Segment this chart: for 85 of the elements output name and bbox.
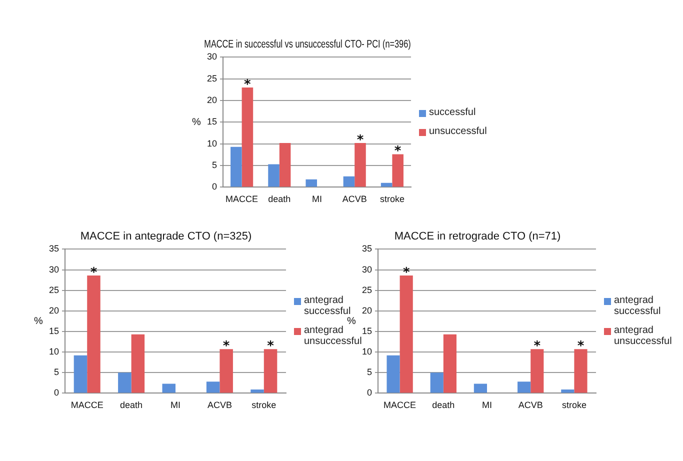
bar [386, 355, 400, 393]
y-axis-title: % [347, 316, 356, 327]
x-tick-label: MACCE [70, 400, 104, 410]
bar [574, 349, 588, 393]
y-tick-label: 25 [206, 73, 218, 84]
legend-label: successful [429, 107, 476, 118]
bar [392, 154, 404, 187]
y-tick-label: 10 [206, 138, 218, 148]
bar [220, 349, 233, 393]
y-tick-label: 10 [48, 346, 60, 357]
x-tick-label: MI [170, 400, 181, 410]
x-tick-label: ACVB [207, 400, 232, 410]
y-tick-label: 35 [362, 244, 372, 254]
bar [306, 179, 318, 187]
bar [354, 143, 366, 187]
x-tick-label: ACVB [518, 400, 543, 410]
y-tick-label: 5 [212, 160, 218, 170]
y-tick-label: 0 [54, 388, 60, 398]
y-tick-label: 30 [206, 52, 218, 62]
x-tick-label: stroke [380, 194, 404, 204]
y-tick-label: 5 [366, 367, 372, 378]
legend-label: antegrad successful [304, 295, 351, 317]
bar [343, 176, 355, 187]
legend-label: antegrad unsuccessful [614, 325, 673, 347]
y-tick-label: 35 [48, 244, 60, 254]
chart-title: MACCE in successful vs unsuccessful CTO- PCI (n=396) [204, 38, 411, 52]
bar [443, 334, 456, 393]
x-tick-label: MI [312, 194, 322, 204]
legend-label: antegrad unsuccessful [304, 325, 362, 347]
y-axis-title: % [34, 316, 43, 327]
annotation: * [90, 265, 98, 280]
bar [279, 143, 291, 187]
bar [118, 372, 132, 393]
bar [230, 146, 242, 187]
bar [474, 384, 488, 393]
x-tick-label: death [432, 400, 455, 410]
y-tick-label: 25 [48, 284, 60, 295]
y-tick-label: 15 [362, 326, 372, 336]
y-tick-label: 15 [48, 326, 60, 336]
y-tick-label: 30 [48, 264, 60, 274]
annotation: * [534, 339, 541, 354]
y-axis-title: % [192, 116, 201, 128]
bar [131, 334, 145, 393]
y-tick-label: 20 [362, 305, 372, 316]
y-tick-label: 30 [362, 264, 372, 274]
bar [87, 276, 100, 393]
bar [162, 384, 176, 393]
bar [264, 349, 278, 393]
x-tick-label: MACCE [384, 400, 416, 410]
x-tick-label: MACCE [226, 194, 258, 204]
y-tick-label: 15 [206, 116, 218, 127]
chart-title: MACCE in retrograde CTO (n=71) [394, 230, 561, 243]
chart-title: MACCE in antegrade CTO (n=325) [80, 230, 252, 243]
bar [518, 382, 531, 393]
legend-label: antegrad successful [614, 295, 662, 317]
x-tick-label: death [268, 194, 291, 204]
y-tick-label: 25 [362, 284, 372, 295]
annotation: * [394, 144, 402, 160]
bar [400, 276, 413, 393]
annotation: * [222, 339, 230, 354]
x-tick-label: MI [482, 400, 492, 410]
annotation: * [402, 265, 410, 280]
bar [430, 372, 444, 393]
bar [74, 355, 88, 393]
y-tick-label: 0 [366, 388, 372, 398]
bar [250, 389, 264, 393]
bar [530, 349, 544, 393]
x-tick-label: stroke [562, 400, 586, 410]
y-tick-label: 5 [54, 367, 60, 378]
annotation: * [577, 339, 584, 354]
y-tick-label: 20 [206, 95, 218, 106]
y-tick-label: 0 [212, 182, 218, 192]
bar [206, 382, 220, 393]
annotation: * [267, 339, 274, 354]
y-tick-label: 10 [362, 346, 372, 357]
bar [268, 164, 280, 187]
bar [561, 389, 574, 393]
x-tick-label: stroke [252, 400, 276, 410]
x-tick-label: death [120, 400, 143, 410]
x-tick-label: ACVB [342, 194, 367, 204]
annotation: * [356, 132, 364, 148]
annotation: * [244, 77, 252, 92]
bar [242, 88, 254, 187]
y-tick-label: 20 [48, 305, 60, 316]
legend-label: unsuccessful [429, 126, 487, 137]
